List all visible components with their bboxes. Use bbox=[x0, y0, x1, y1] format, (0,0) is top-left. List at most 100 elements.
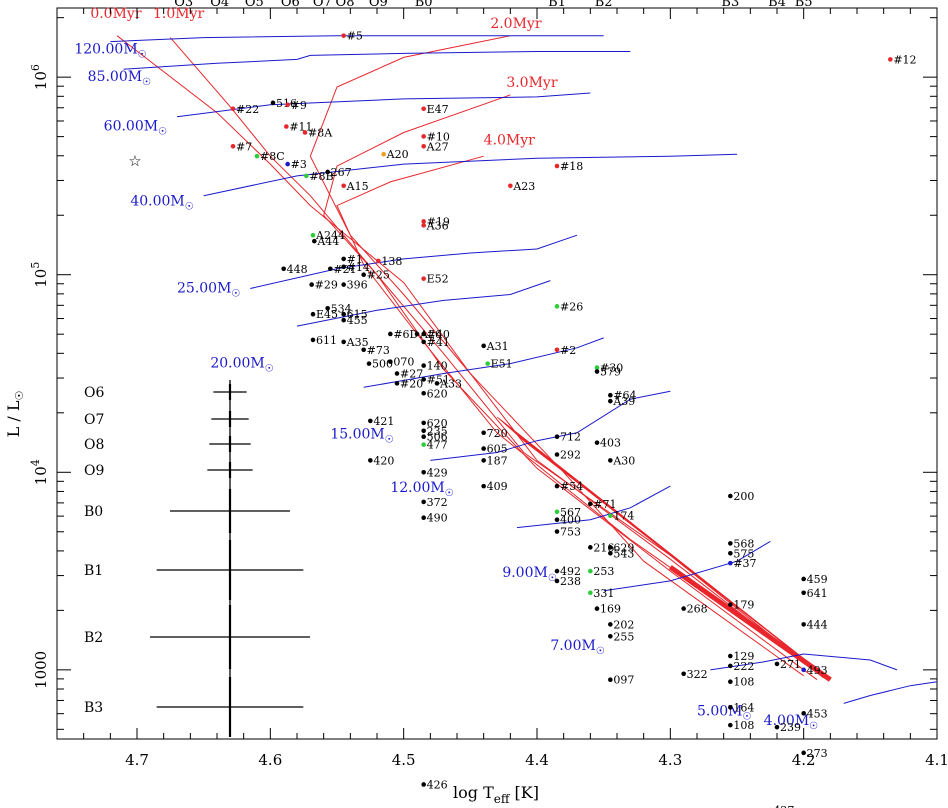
star-marker bbox=[341, 264, 346, 270]
star-label: #51 bbox=[427, 373, 450, 386]
star-label: 605 bbox=[487, 443, 508, 456]
track-label: 4.00M☉ bbox=[764, 713, 819, 732]
track-line bbox=[250, 234, 578, 289]
star-label: 202 bbox=[613, 618, 634, 631]
x-tick-label: 4.5 bbox=[392, 751, 416, 769]
star-marker bbox=[388, 331, 393, 337]
star-label: #27 bbox=[400, 368, 423, 381]
star-marker bbox=[801, 750, 806, 756]
star-label: 641 bbox=[807, 587, 828, 600]
star-label: #6D bbox=[393, 328, 418, 341]
star-label: 179 bbox=[733, 599, 754, 612]
star-marker bbox=[325, 169, 330, 175]
star-marker bbox=[728, 679, 733, 685]
track-line bbox=[710, 653, 898, 671]
zams-thick-segment bbox=[668, 565, 832, 682]
star-marker bbox=[310, 232, 316, 238]
star-label: 268 bbox=[687, 603, 708, 616]
star-label: A44 bbox=[316, 235, 339, 248]
track-label: 60.00M☉ bbox=[104, 118, 167, 137]
star-marker bbox=[309, 282, 314, 287]
error-bar-label: O6 bbox=[84, 385, 104, 401]
star-label: A26 bbox=[419, 328, 442, 341]
star-marker bbox=[588, 568, 593, 574]
star-marker bbox=[421, 134, 426, 139]
star-marker bbox=[341, 317, 346, 323]
star-marker bbox=[728, 493, 733, 499]
star-marker bbox=[230, 143, 236, 149]
star-label: 620 bbox=[427, 387, 448, 400]
spectral-type-label: O5 bbox=[245, 0, 264, 10]
star-label: E51 bbox=[491, 358, 513, 371]
star-marker bbox=[554, 509, 560, 515]
star-label: #8B bbox=[309, 170, 333, 183]
track-label: 7.00M☉ bbox=[550, 638, 605, 657]
spectral-type-label: B3 bbox=[721, 0, 739, 10]
star-marker bbox=[554, 163, 560, 169]
star-label: #73 bbox=[367, 344, 390, 357]
star-marker bbox=[310, 337, 316, 343]
star-marker bbox=[421, 377, 426, 382]
star-marker bbox=[554, 517, 560, 522]
star-label: 448 bbox=[287, 263, 308, 276]
star-marker bbox=[594, 606, 600, 611]
star-label: 200 bbox=[733, 490, 754, 503]
star-label: 579 bbox=[600, 366, 621, 379]
star-label: 427 bbox=[773, 804, 794, 808]
star-marker bbox=[481, 458, 486, 463]
star-label: 575 bbox=[733, 547, 754, 560]
error-bar-label: B1 bbox=[84, 563, 103, 579]
star-label: #20 bbox=[400, 377, 423, 390]
star-marker bbox=[608, 622, 613, 627]
star-label: #2 bbox=[560, 344, 576, 357]
spectral-type-label: B1 bbox=[548, 0, 566, 10]
star-label: 292 bbox=[560, 449, 581, 462]
star-marker bbox=[421, 469, 426, 475]
star-marker bbox=[421, 331, 426, 337]
star-marker bbox=[681, 671, 686, 677]
star-marker bbox=[270, 100, 276, 106]
error-bar-label: O9 bbox=[84, 463, 104, 479]
star-marker bbox=[728, 722, 733, 728]
star-label: 070 bbox=[393, 356, 414, 369]
isochrone-label: 1.0Myr bbox=[153, 6, 205, 22]
star-label: 108 bbox=[733, 719, 754, 732]
star-marker bbox=[368, 418, 373, 424]
y-axis-title: L / L☉ bbox=[4, 391, 26, 438]
star-marker bbox=[254, 153, 260, 159]
star-marker bbox=[341, 339, 346, 345]
star-label: 420 bbox=[373, 454, 394, 467]
star-label: 426 bbox=[427, 778, 448, 791]
x-tick-label: 4.1 bbox=[925, 751, 948, 769]
star-marker bbox=[366, 361, 372, 366]
star-marker bbox=[421, 428, 426, 434]
star-label: 567 bbox=[560, 506, 581, 519]
star-label: E45 bbox=[316, 308, 338, 321]
star-label: #3 bbox=[291, 158, 307, 171]
star-label: 255 bbox=[613, 630, 634, 643]
open-star-marker: ☆ bbox=[128, 152, 141, 170]
spectral-type-label: O7 bbox=[313, 0, 332, 10]
star-label: 097 bbox=[613, 674, 634, 687]
star-marker bbox=[608, 398, 613, 404]
star-marker bbox=[481, 343, 486, 349]
star-marker bbox=[728, 541, 733, 546]
star-marker bbox=[421, 515, 426, 521]
star-marker bbox=[341, 256, 346, 262]
star-marker bbox=[728, 653, 733, 659]
star-label: 421 bbox=[373, 415, 394, 428]
stars: #5#12#22516#9E47#11#8A#10#7A27A20#8C#3#1… bbox=[230, 30, 917, 808]
star-label: #10 bbox=[427, 130, 450, 143]
star-label: #1 bbox=[347, 253, 363, 266]
star-label: 409 bbox=[487, 480, 508, 493]
star-label: #22 bbox=[236, 103, 259, 116]
star-label: A33 bbox=[439, 377, 462, 390]
star-label: 453 bbox=[807, 707, 828, 720]
spectral-type-label: O9 bbox=[369, 0, 388, 10]
star-marker bbox=[481, 430, 486, 436]
isochrone-label: 2.0Myr bbox=[490, 16, 542, 32]
star-marker bbox=[302, 130, 308, 135]
star-marker bbox=[285, 102, 290, 108]
star-label: #7 bbox=[236, 140, 252, 153]
error-bar-label: O7 bbox=[84, 412, 104, 428]
